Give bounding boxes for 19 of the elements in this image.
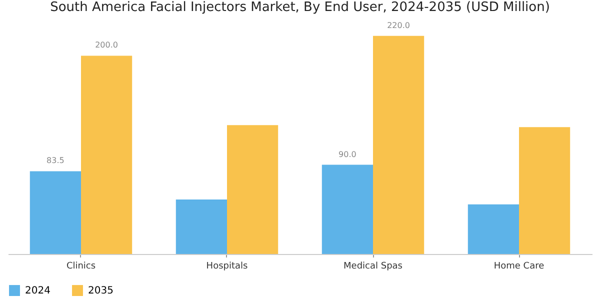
data-label: 200.0 [95, 40, 118, 50]
bar [81, 56, 132, 254]
x-tick-label: Hospitals [206, 262, 248, 272]
bar [519, 127, 570, 254]
bar [30, 171, 81, 254]
x-tick-label: Clinics [66, 262, 96, 272]
legend-label: 2024 [25, 286, 50, 297]
legend-label: 2035 [88, 286, 114, 297]
bar [373, 36, 424, 254]
bar [176, 199, 227, 254]
data-label: 90.0 [338, 150, 356, 159]
bar [322, 164, 373, 254]
bar [468, 204, 519, 254]
data-label: 83.5 [46, 156, 64, 166]
chart-title: South America Facial Injectors Market, By End User, 2024-2035 (USD Million) [50, 0, 550, 15]
bar [227, 125, 278, 254]
x-tick-label: Medical Spas [344, 262, 403, 272]
x-tick-label: Home Care [494, 262, 545, 272]
data-label: 220.0 [387, 20, 410, 30]
